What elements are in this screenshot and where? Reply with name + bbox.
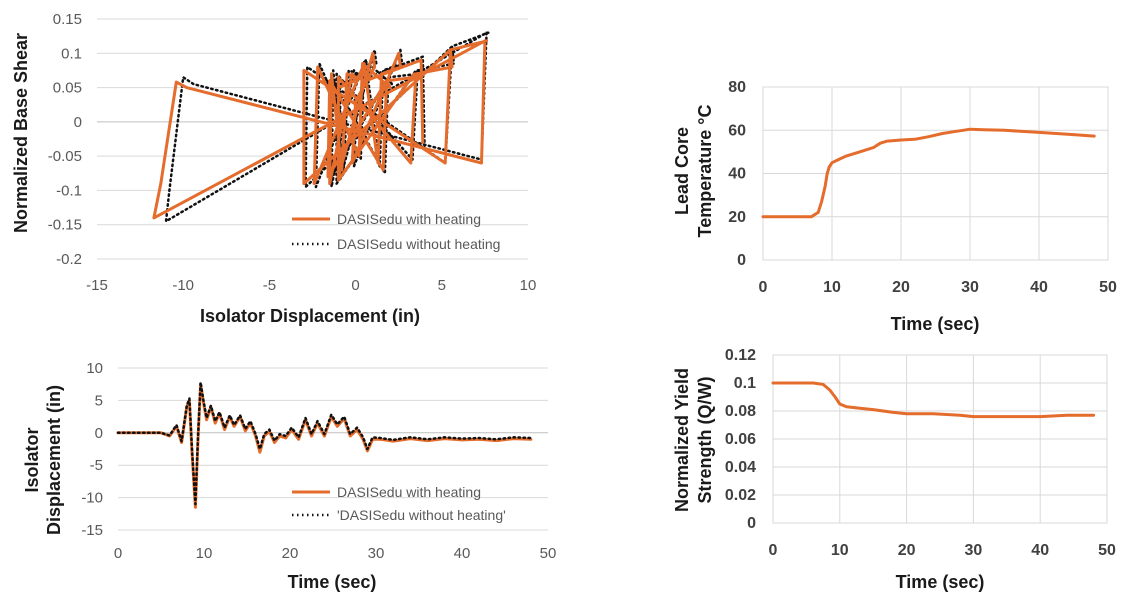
series-line-with-heating (771, 381, 1096, 419)
x-tick-label: 50 (1099, 279, 1117, 296)
yield-strength-chart: 0 0.02 0.04 0.06 0.08 0.1 0.12 0 10 20 30 40 50 Time… (672, 347, 1116, 592)
x-tick-label: 10 (831, 542, 849, 559)
hysteresis-series (152, 31, 490, 223)
hysteresis-y-axis-title: Normalized Base Shear (11, 33, 31, 233)
displacement-legend: DASISedu with heating 'DASISedu without … (292, 484, 506, 523)
y-tick-label: 0.15 (53, 11, 82, 28)
y-tick-label: 0.1 (61, 45, 82, 62)
y-tick-label: 60 (728, 122, 746, 139)
temperature-x-axis-title: Time (sec) (891, 314, 980, 334)
x-tick-label: 30 (961, 279, 979, 296)
series-line-with-heating (761, 127, 1096, 219)
yield-series (771, 381, 1096, 419)
x-tick-label: 10 (196, 545, 213, 562)
y-tick-label: 0.08 (725, 403, 756, 420)
hysteresis-x-axis-title: Isolator Displacement (in) (200, 306, 420, 326)
series-line-without-heating (116, 381, 533, 506)
y-tick-label: 20 (728, 209, 746, 226)
temperature-tick-labels: 0 20 40 60 80 0 10 20 30 40 50 (728, 79, 1117, 296)
x-tick-label: 20 (892, 279, 910, 296)
x-tick-label: 5 (438, 277, 446, 294)
temperature-plot-border (762, 86, 1109, 261)
y-tick-label: 40 (728, 166, 746, 183)
legend-label-no-heating-2: 'DASISedu without heating' (337, 507, 506, 523)
x-tick-label: -15 (86, 277, 108, 294)
x-tick-label: 40 (454, 545, 471, 562)
y-tick-label: -0.15 (48, 217, 82, 234)
x-tick-label: 10 (823, 279, 841, 296)
displacement-gridlines (118, 367, 548, 531)
x-tick-label: 30 (368, 545, 385, 562)
y-tick-label: 5 (95, 392, 103, 409)
temperature-y-axis-title-line2: Temperature °C (695, 105, 715, 238)
yield-y-axis-title-line2: Strength (Q/W) (695, 377, 715, 504)
temperature-y-axis-title-line1: Lead Core (672, 127, 692, 215)
yield-plot-border (772, 354, 1108, 524)
yield-x-axis-title: Time (sec) (896, 572, 985, 592)
temperature-series (761, 127, 1096, 219)
x-tick-label: -10 (172, 277, 194, 294)
x-tick-label: 40 (1030, 279, 1048, 296)
y-tick-label: 0.04 (725, 459, 756, 476)
legend-label-heating-2: DASISedu with heating (337, 484, 481, 500)
hysteresis-tick-labels: 0.15 0.1 0.05 0 -0.05 -0.1 -0.15 -0.2-15 -10 -5 0 5… (48, 11, 537, 294)
y-tick-label: -0.2 (56, 251, 82, 268)
displacement-series (116, 381, 533, 509)
x-tick-label: -5 (263, 277, 276, 294)
yield-y-axis-title-line1: Normalized Yield (672, 368, 692, 512)
y-tick-label: -0.1 (56, 182, 82, 199)
x-tick-label: 20 (282, 545, 299, 562)
displacement-y-axis-title-line1: Isolator (22, 427, 42, 492)
legend-label-heating: DASISedu with heating (337, 211, 481, 227)
series-line-with-heating (152, 39, 489, 220)
x-tick-label: 0 (769, 542, 778, 559)
x-tick-label: 50 (1098, 542, 1116, 559)
x-tick-label: 50 (540, 545, 557, 562)
x-tick-label: 0 (114, 545, 122, 562)
y-tick-label: -0.05 (48, 148, 82, 165)
y-tick-label: 0.05 (53, 80, 82, 97)
x-tick-label: 0 (759, 279, 768, 296)
legend-label-no-heating: DASISedu without heating (337, 236, 500, 252)
x-tick-label: 40 (1031, 542, 1049, 559)
temperature-gridlines (762, 86, 1109, 261)
x-tick-label: 0 (351, 277, 359, 294)
displacement-x-axis-title: Time (sec) (288, 572, 377, 592)
yield-gridlines (772, 354, 1108, 524)
x-tick-label: 30 (965, 542, 983, 559)
y-tick-label: 0.12 (725, 347, 756, 364)
y-tick-label: 0 (737, 252, 746, 269)
hysteresis-legend: DASISedu with heating DASISedu without h… (292, 211, 500, 252)
y-tick-label: -15 (81, 522, 103, 539)
y-tick-label: -5 (90, 457, 103, 474)
displacement-y-axis-title-line2: Displacement (in) (44, 385, 64, 535)
y-tick-label: 10 (86, 360, 103, 377)
y-tick-label: 80 (728, 79, 746, 96)
y-tick-label: 0 (74, 114, 82, 131)
y-tick-label: -10 (81, 490, 103, 507)
y-tick-label: 0.02 (725, 487, 756, 504)
x-tick-label: 10 (520, 277, 537, 294)
temperature-chart: 0 20 40 60 80 0 10 20 30 40 50 Time (sec) Lead Cor… (672, 79, 1117, 334)
yield-tick-labels: 0 0.02 0.04 0.06 0.08 0.1 0.12 0 10 20 30 40 50 (725, 347, 1116, 559)
x-tick-label: 20 (898, 542, 916, 559)
series-line-with-heating (116, 382, 533, 509)
y-tick-label: 0.1 (734, 375, 756, 392)
y-tick-label: 0 (95, 425, 103, 442)
y-tick-label: 0.06 (725, 431, 756, 448)
y-tick-label: 0 (747, 515, 756, 532)
hysteresis-chart: 0.15 0.1 0.05 0 -0.05 -0.1 -0.15 -0.2-15 -10 -5 0 5… (11, 11, 536, 326)
